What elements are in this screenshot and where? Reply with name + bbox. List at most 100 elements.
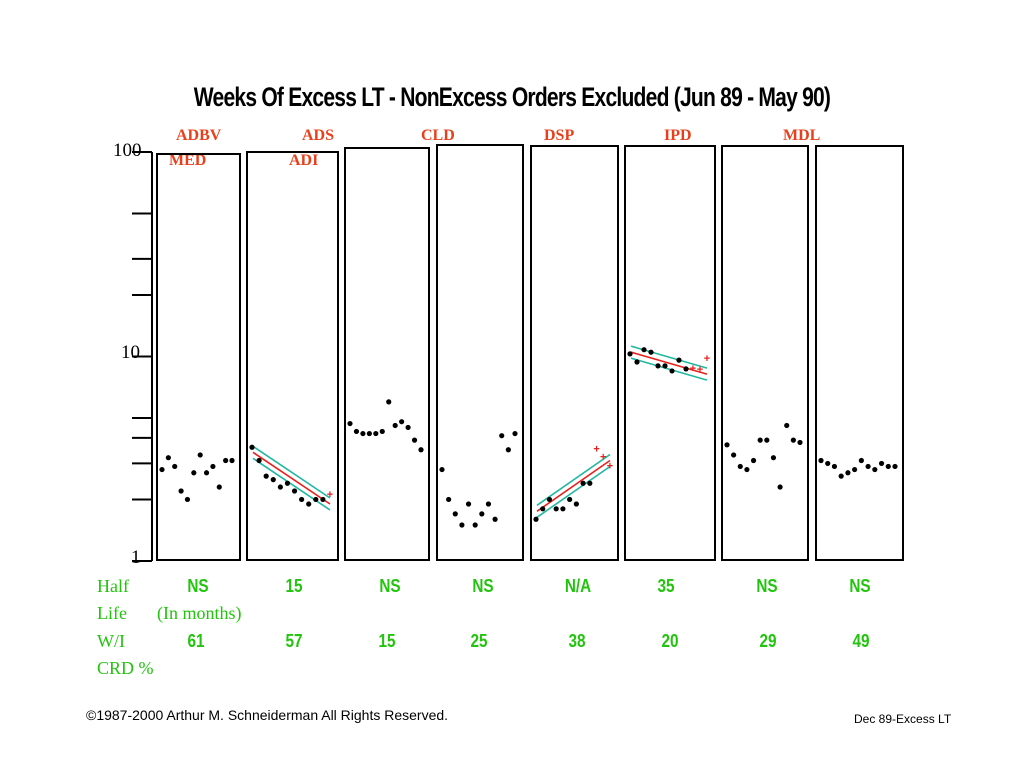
half-life-value: NS bbox=[379, 576, 401, 596]
data-point bbox=[277, 484, 283, 490]
data-point bbox=[845, 470, 851, 476]
data-point bbox=[373, 430, 379, 437]
wi-crd-value: 20 bbox=[661, 631, 679, 651]
data-point bbox=[512, 430, 518, 437]
wi-crd-value: 25 bbox=[470, 631, 488, 651]
data-point bbox=[764, 437, 770, 443]
data-point bbox=[580, 480, 586, 486]
data-point bbox=[165, 455, 171, 461]
data-point bbox=[825, 460, 831, 467]
data-point bbox=[439, 466, 445, 473]
data-point bbox=[892, 463, 898, 470]
data-point bbox=[505, 447, 511, 453]
data-point bbox=[540, 506, 546, 512]
data-point bbox=[306, 501, 312, 507]
panel-frame bbox=[344, 147, 430, 561]
data-point bbox=[411, 437, 418, 443]
data-point bbox=[872, 466, 878, 473]
data-point bbox=[724, 442, 730, 448]
slide-footer: Dec 89-Excess LT bbox=[854, 712, 952, 726]
data-point bbox=[360, 430, 366, 437]
data-point bbox=[263, 473, 269, 479]
data-point bbox=[878, 460, 885, 467]
data-point bbox=[347, 420, 353, 427]
data-point bbox=[223, 457, 229, 464]
data-point bbox=[405, 424, 411, 431]
panel-frame bbox=[624, 145, 716, 561]
in-months-label: (In months) bbox=[157, 603, 242, 623]
panel-frame bbox=[530, 145, 619, 561]
data-point bbox=[386, 399, 392, 405]
code-label: ADS bbox=[302, 127, 335, 144]
data-point bbox=[858, 457, 864, 464]
data-point bbox=[676, 357, 682, 363]
data-point bbox=[634, 359, 640, 365]
forecast-marker: + bbox=[704, 353, 710, 365]
confidence-band-lower bbox=[252, 457, 331, 511]
data-point bbox=[399, 419, 405, 425]
data-point bbox=[587, 480, 593, 486]
half-life-value: NS bbox=[756, 576, 778, 596]
data-point bbox=[366, 430, 372, 437]
forecast-marker: + bbox=[690, 363, 696, 375]
confidence-band-upper bbox=[252, 445, 331, 499]
panel-frame bbox=[721, 145, 809, 561]
data-point bbox=[210, 463, 216, 470]
data-point bbox=[731, 452, 737, 458]
data-point bbox=[757, 437, 763, 443]
data-point bbox=[648, 349, 654, 355]
data-point bbox=[560, 506, 566, 512]
forecast-marker: + bbox=[600, 452, 606, 464]
data-point bbox=[446, 496, 452, 503]
data-point bbox=[459, 522, 465, 528]
confidence-band-upper bbox=[536, 453, 611, 506]
forecast-marker: + bbox=[697, 364, 703, 376]
y-tick-label-100: 100 bbox=[113, 140, 142, 161]
half-life-value: NS bbox=[849, 576, 871, 596]
data-point bbox=[533, 516, 539, 522]
y-tick-label-1: 1 bbox=[131, 547, 141, 568]
code-label: IPD bbox=[664, 127, 692, 144]
data-point bbox=[655, 363, 661, 369]
data-point bbox=[379, 428, 385, 435]
data-point bbox=[838, 473, 844, 479]
data-point bbox=[284, 480, 291, 486]
fit-line bbox=[536, 459, 611, 512]
code-label: DSP bbox=[544, 127, 575, 144]
data-point bbox=[299, 496, 305, 503]
panel-frame bbox=[436, 144, 524, 561]
wi-crd-value: 38 bbox=[568, 631, 586, 651]
data-point bbox=[627, 351, 633, 357]
panel-frame bbox=[246, 151, 339, 561]
crd-label: CRD % bbox=[97, 658, 154, 678]
chart-title: Weeks Of Excess LT - NonExcess Orders Ex… bbox=[193, 82, 831, 112]
data-point bbox=[750, 457, 757, 464]
data-point bbox=[669, 368, 675, 374]
wi-crd-value: 57 bbox=[285, 631, 303, 651]
data-point bbox=[313, 496, 319, 503]
wi-crd-value: 15 bbox=[378, 631, 396, 651]
data-point bbox=[485, 501, 492, 507]
data-point bbox=[790, 437, 796, 443]
data-point bbox=[216, 484, 222, 490]
data-point bbox=[203, 470, 210, 476]
data-point bbox=[465, 501, 472, 507]
panel-frame bbox=[156, 153, 241, 561]
data-point bbox=[546, 496, 553, 503]
half-life-value: 35 bbox=[657, 576, 675, 596]
data-point bbox=[662, 363, 668, 369]
data-point bbox=[256, 457, 262, 464]
data-point bbox=[737, 463, 743, 470]
data-point bbox=[320, 496, 326, 503]
data-point bbox=[770, 455, 777, 461]
data-point bbox=[797, 439, 803, 446]
data-point bbox=[172, 463, 178, 470]
life-label: Life bbox=[97, 603, 127, 623]
data-point bbox=[553, 506, 559, 512]
data-point bbox=[353, 428, 360, 435]
data-point bbox=[885, 463, 891, 470]
wi-crd-value: 61 bbox=[187, 631, 205, 651]
data-point bbox=[249, 444, 255, 450]
confidence-band-lower bbox=[536, 465, 611, 518]
